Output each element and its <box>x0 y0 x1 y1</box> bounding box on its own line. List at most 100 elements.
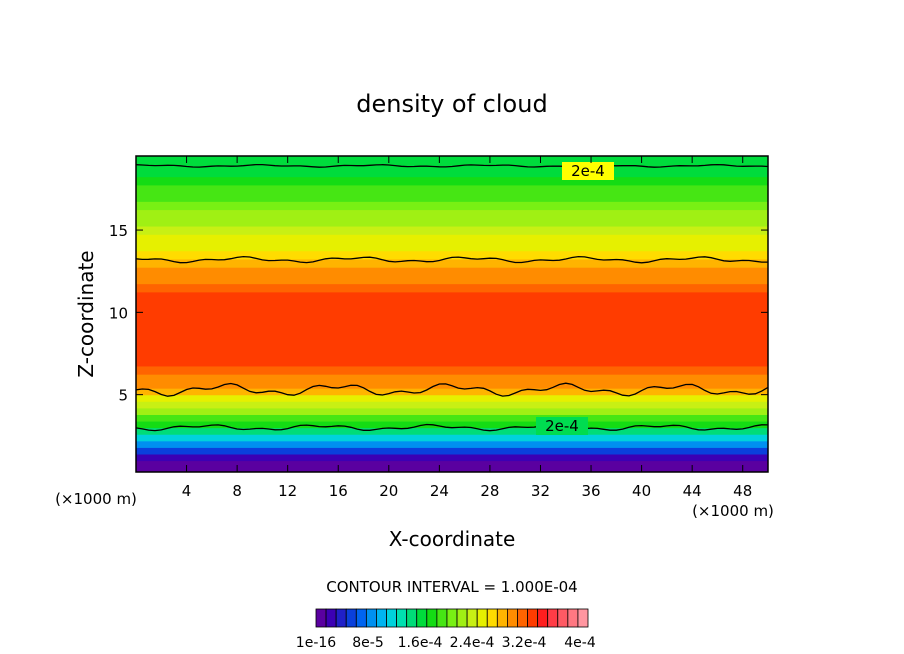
x-axis-ticks: 4 8 12 16 20 24 28 32 36 40 44 48 <box>182 156 752 500</box>
colorbar-swatch <box>376 608 387 628</box>
density-band <box>136 291 768 305</box>
density-band <box>136 275 768 285</box>
plot-frame <box>135 155 769 473</box>
density-band <box>136 394 768 402</box>
plot-area <box>136 156 768 472</box>
colorbar-swatch <box>416 608 428 628</box>
y-tick-label: 15 <box>109 222 128 240</box>
density-band <box>136 427 768 435</box>
x-tick-label: 32 <box>531 482 550 500</box>
contour-interval-text: CONTOUR INTERVAL = 1.000E-04 <box>326 578 577 596</box>
x-tick-label: 12 <box>278 482 297 500</box>
x-tick-label: 36 <box>581 482 600 500</box>
density-band <box>136 258 768 268</box>
colorbar-label: 3.2e-4 <box>502 635 547 651</box>
x-tick-label: 48 <box>733 482 752 500</box>
colorbar-label: 8e-5 <box>352 635 383 651</box>
x-tick-label: 44 <box>683 482 702 500</box>
colorbar-swatch <box>476 608 488 628</box>
y-tick-label: 10 <box>109 304 128 322</box>
contour-label-lower: 2e-4 <box>545 417 579 435</box>
y-tick-label: 5 <box>118 387 128 405</box>
density-band <box>136 176 768 186</box>
density-band <box>136 407 768 415</box>
density-band <box>136 193 768 202</box>
density-band <box>136 168 768 178</box>
colorbar-swatch <box>557 608 569 628</box>
density-band <box>136 414 768 422</box>
density-band <box>136 460 768 472</box>
colorbar-swatch <box>446 608 458 628</box>
density-band <box>136 201 768 211</box>
colorbar-swatch <box>507 608 518 628</box>
colorbar-swatch <box>537 608 549 628</box>
colorbar-swatch <box>396 608 408 628</box>
colorbar-swatch <box>315 608 327 628</box>
x-axis-label: X-coordinate <box>389 527 516 551</box>
x-unit-label-right: (×1000 m) <box>692 502 774 520</box>
colorbar-swatch <box>345 608 357 628</box>
colorbar-swatch <box>325 608 337 628</box>
contour-label-upper: 2e-4 <box>571 162 605 180</box>
x-tick-label: 24 <box>430 482 449 500</box>
density-band <box>136 242 768 252</box>
density-band <box>136 353 768 367</box>
x-unit-label-left: (×1000 m) <box>55 490 137 508</box>
y-axis-ticks: 5 10 15 <box>109 222 768 405</box>
contour-line <box>136 255 768 264</box>
colorbar-label: 1e-16 <box>296 635 336 651</box>
contour-line <box>136 423 768 432</box>
x-tick-label: 28 <box>480 482 499 500</box>
density-band <box>136 234 768 244</box>
y-axis-label: Z-coordinate <box>74 250 98 377</box>
x-tick-label: 8 <box>232 482 242 500</box>
density-band <box>136 365 768 375</box>
contour-line <box>136 163 768 168</box>
colorbar-swatch <box>406 608 418 628</box>
density-band <box>136 434 768 442</box>
density-band <box>136 420 768 429</box>
density-band <box>136 453 768 462</box>
density-band <box>136 184 768 194</box>
colorbar-swatch <box>527 608 539 628</box>
contour-label-upper-bg <box>562 162 614 180</box>
density-band <box>136 250 768 260</box>
colorbar-swatch <box>365 608 377 628</box>
density-band <box>136 225 768 235</box>
colorbar-label: 2.4e-4 <box>450 635 495 651</box>
colorbar-label: 4e-4 <box>564 635 596 651</box>
chart-title: density of cloud <box>356 90 547 118</box>
density-band <box>136 320 768 338</box>
contour-line <box>136 382 768 397</box>
colorbar-swatch <box>436 608 448 628</box>
density-band <box>136 388 768 396</box>
colorbar-swatch <box>517 608 528 628</box>
colorbar-swatch <box>456 608 468 628</box>
density-band <box>136 217 768 227</box>
colorbar-swatch <box>466 608 478 628</box>
density-band <box>136 401 768 409</box>
colorbar-swatch <box>496 608 508 628</box>
contour-labels: 2e-4 2e-4 <box>536 162 614 435</box>
density-band <box>136 267 768 276</box>
density-band <box>136 374 768 383</box>
colorbar-swatch <box>386 608 397 628</box>
density-band <box>136 304 768 322</box>
contour-label-lower-bg <box>536 417 588 435</box>
colorbar-swatch <box>355 608 367 628</box>
x-tick-label: 20 <box>379 482 398 500</box>
density-band <box>136 447 768 455</box>
contour-lines <box>136 163 768 432</box>
density-band <box>136 381 768 389</box>
colorbar-label: 1.6e-4 <box>398 635 443 651</box>
colorbar-swatch <box>335 608 347 628</box>
density-band <box>136 440 768 448</box>
colorbar-labels: 1e-16 8e-5 1.6e-4 2.4e-4 3.2e-4 4e-4 <box>296 635 596 651</box>
density-band <box>136 209 768 219</box>
x-tick-label: 4 <box>182 482 192 500</box>
colorbar-swatch <box>426 608 438 628</box>
colorbar-swatch <box>486 608 498 628</box>
density-band <box>136 283 768 293</box>
density-band <box>136 337 768 355</box>
